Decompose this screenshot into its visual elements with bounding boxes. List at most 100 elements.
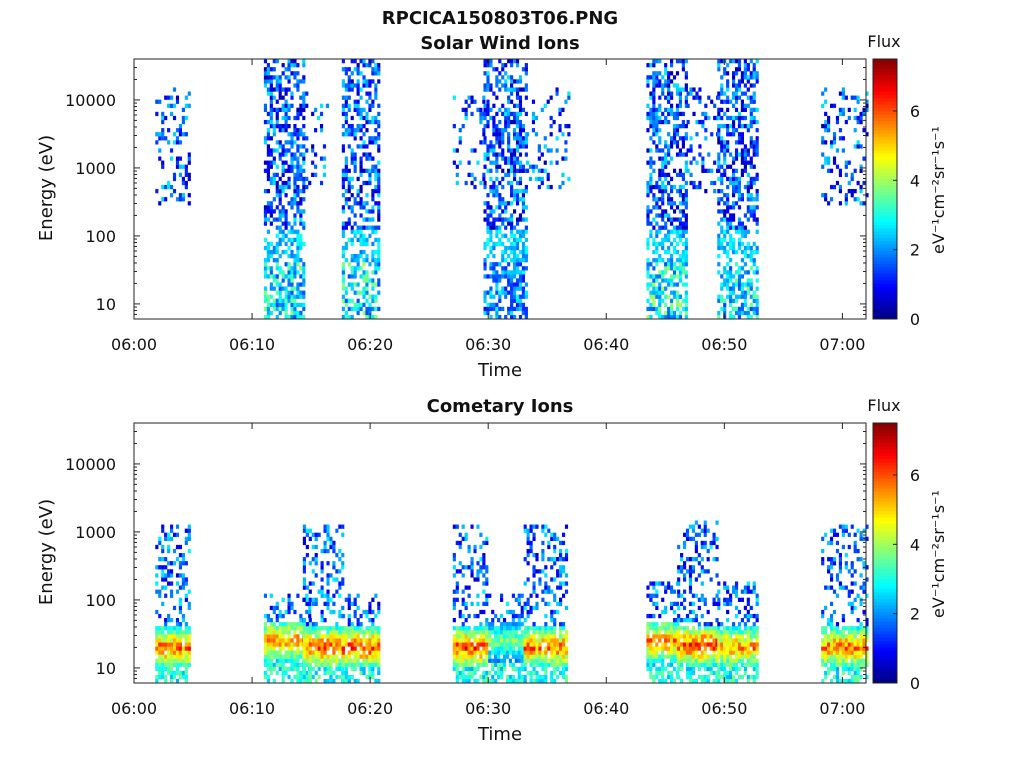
heatmap-cell xyxy=(489,83,493,88)
heatmap-cell xyxy=(281,634,285,639)
heatmap-cell xyxy=(523,601,527,607)
heatmap-cell xyxy=(510,148,514,153)
heatmap-cell xyxy=(377,658,381,663)
heatmap-cell xyxy=(362,634,366,639)
heatmap-cell xyxy=(504,119,508,125)
heatmap-cell xyxy=(299,233,303,238)
heatmap-cell xyxy=(691,646,695,651)
heatmap-cell xyxy=(505,638,510,643)
heatmap-cell xyxy=(661,678,665,684)
heatmap-cell xyxy=(458,638,462,643)
heatmap-cell xyxy=(752,71,756,76)
heatmap-cell xyxy=(482,128,486,133)
heatmap-cell xyxy=(717,176,721,182)
heatmap-cell xyxy=(824,111,828,117)
heatmap-cell xyxy=(495,193,499,198)
heatmap-cell xyxy=(458,613,462,619)
heatmap-cell xyxy=(359,71,363,76)
heatmap-cell xyxy=(305,650,309,655)
heatmap-cell xyxy=(515,254,520,259)
heatmap-cell xyxy=(356,67,360,72)
heatmap-cell xyxy=(732,217,736,222)
heatmap-cell xyxy=(320,650,324,655)
heatmap-cell xyxy=(734,282,739,287)
heatmap-cell xyxy=(510,111,514,117)
heatmap-cell xyxy=(740,249,744,255)
heatmap-cell xyxy=(675,128,680,133)
heatmap-cell xyxy=(290,103,294,108)
heatmap-cell xyxy=(510,278,514,283)
heatmap-cell xyxy=(667,306,671,312)
heatmap-cell xyxy=(646,128,650,133)
heatmap-cell xyxy=(172,176,177,182)
heatmap-cell xyxy=(675,132,680,137)
heatmap-cell xyxy=(368,91,372,96)
heatmap-cell xyxy=(483,262,487,267)
heatmap-cell xyxy=(350,650,354,655)
heatmap-cell xyxy=(491,626,495,631)
heatmap-cell xyxy=(652,613,656,619)
heatmap-cell xyxy=(492,160,496,165)
heatmap-cell xyxy=(353,270,357,275)
heatmap-cell xyxy=(743,83,747,88)
heatmap-cell xyxy=(561,156,565,161)
heatmap-cell xyxy=(664,213,668,218)
heatmap-cell xyxy=(272,274,276,279)
heatmap-cell xyxy=(646,286,650,291)
heatmap-cell xyxy=(553,593,557,598)
heatmap-cell xyxy=(732,176,736,182)
heatmap-cell xyxy=(473,577,477,582)
heatmap-cell xyxy=(284,609,288,615)
heatmap-cell xyxy=(520,658,524,663)
heatmap-cell xyxy=(275,278,279,283)
heatmap-cell xyxy=(531,168,536,173)
heatmap-cell xyxy=(170,670,174,676)
heatmap-cell xyxy=(302,294,306,299)
heatmap-cell xyxy=(371,298,375,303)
heatmap-cell xyxy=(507,172,511,178)
heatmap-cell xyxy=(483,71,487,76)
heatmap-cell xyxy=(172,658,177,663)
heatmap-cell xyxy=(749,184,753,190)
heatmap-cell xyxy=(356,662,360,667)
heatmap-cell xyxy=(489,306,493,312)
heatmap-cell xyxy=(518,278,523,283)
heatmap-cell xyxy=(749,254,753,259)
heatmap-cell xyxy=(681,193,685,198)
heatmap-cell xyxy=(664,67,668,72)
heatmap-cell xyxy=(658,310,662,316)
heatmap-cell xyxy=(314,650,318,655)
heatmap-cell xyxy=(667,111,671,117)
heatmap-cell xyxy=(272,306,276,312)
heatmap-cell xyxy=(293,217,297,222)
heatmap-cell xyxy=(675,172,680,178)
heatmap-cell xyxy=(683,540,687,546)
colorbar-step xyxy=(873,205,897,209)
heatmap-cell xyxy=(374,140,378,145)
heatmap-cell xyxy=(755,197,759,202)
heatmap-cell xyxy=(652,103,656,108)
heatmap-cell xyxy=(290,650,294,655)
heatmap-cell xyxy=(455,180,459,186)
heatmap-cell xyxy=(344,189,348,194)
heatmap-cell xyxy=(726,144,730,149)
heatmap-cell xyxy=(678,59,683,64)
heatmap-cell xyxy=(164,666,168,672)
heatmap-cell xyxy=(350,314,354,320)
heatmap-cell xyxy=(743,290,747,295)
heatmap-cell xyxy=(344,83,348,88)
heatmap-cell xyxy=(161,634,165,639)
heatmap-cell xyxy=(517,646,521,651)
heatmap-cell xyxy=(734,67,739,72)
heatmap-cell xyxy=(371,241,375,247)
heatmap-cell xyxy=(467,172,471,178)
heatmap-cell xyxy=(269,274,273,279)
heatmap-cell xyxy=(377,213,381,218)
heatmap-cell xyxy=(329,674,333,680)
heatmap-cell xyxy=(479,140,483,145)
heatmap-cell xyxy=(564,581,569,586)
heatmap-cell xyxy=(649,156,653,161)
heatmap-cell xyxy=(538,581,542,586)
heatmap-cell xyxy=(498,314,502,320)
heatmap-cell xyxy=(667,282,671,287)
